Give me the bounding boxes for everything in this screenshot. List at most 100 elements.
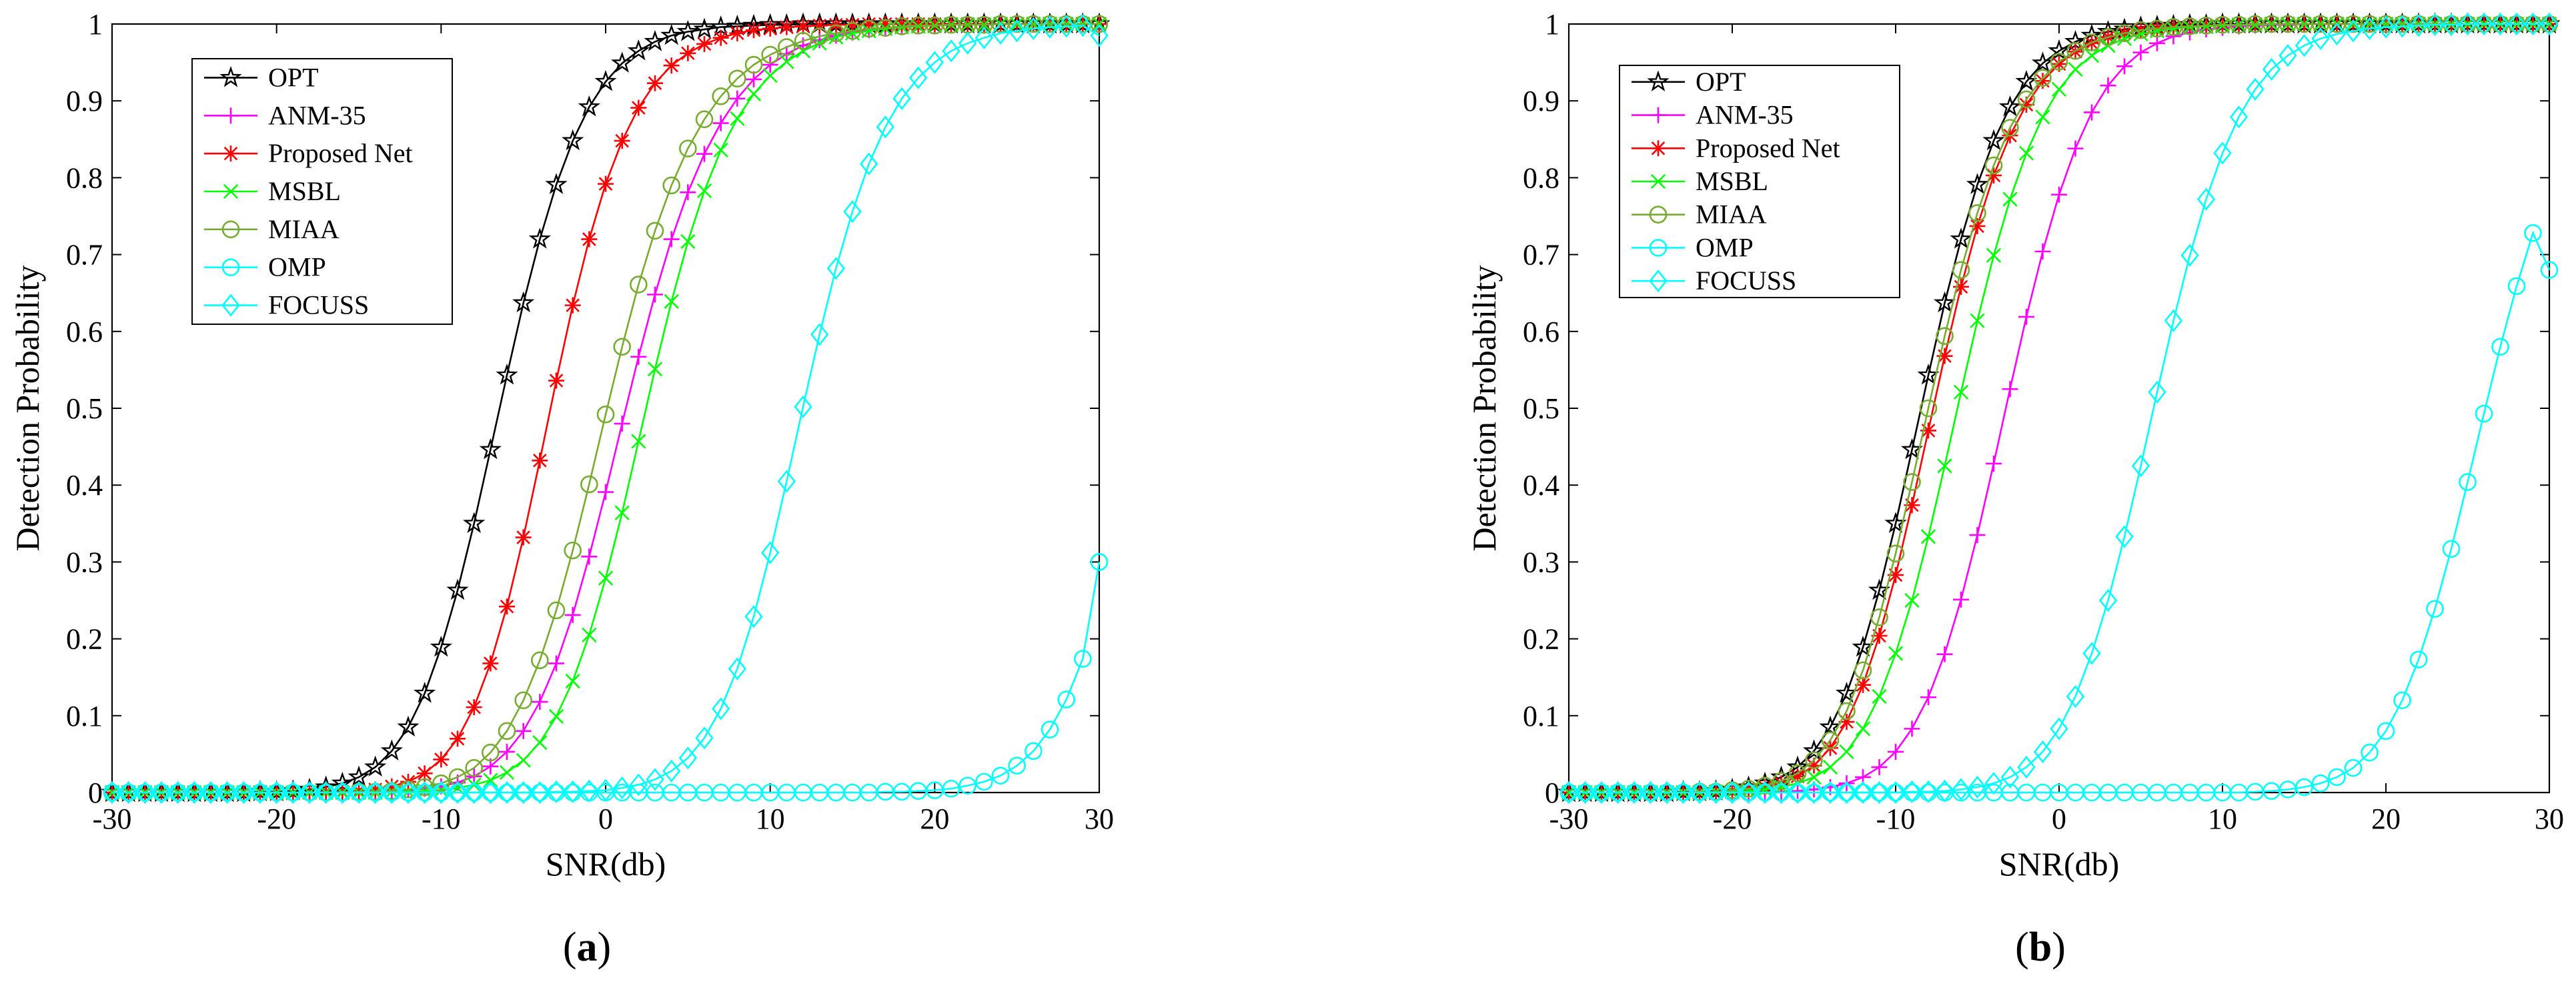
panel-b-series-focuss-point <box>2066 684 2085 708</box>
panel-a-series-proposed-net-point <box>647 75 663 91</box>
panel-a-legend-entry-omp-marker <box>221 258 240 277</box>
panel-a-legend-entry-proposed-net-marker <box>223 145 239 162</box>
panel-a-series-proposed-net-point <box>926 16 943 32</box>
panel-a-series-focuss-point <box>481 781 500 805</box>
panel-b-series-anm-35-point <box>2116 58 2132 75</box>
panel-a-series-proposed-net-point <box>910 16 926 32</box>
panel-a-series-omp-point <box>1074 650 1092 668</box>
panel-a-series-anm-35-point <box>515 722 532 739</box>
panel-b-series-msbl-point <box>2018 145 2034 161</box>
panel-b-series-focuss-point <box>2360 17 2379 40</box>
panel-b-series-anm-35-point <box>1986 455 2002 472</box>
panel-b-series-proposed-net-point <box>1936 348 1953 364</box>
panel-a-series-focuss <box>103 14 1109 805</box>
panel-b-series-msbl-point <box>2051 81 2067 97</box>
panel-a-series-anm-35-point <box>663 231 680 248</box>
panel-a-series-omp-point <box>1041 720 1059 738</box>
panel-b-legend-entry-anm-35-label: ANM-35 <box>1696 100 1794 130</box>
panel-b-legend-entry-msbl-marker <box>1650 173 1666 189</box>
panel-a-x-axis-title: SNR(db) <box>546 845 666 883</box>
panel-b-series-focuss-point <box>1641 781 1660 805</box>
panel-b-x-tick-label: -20 <box>1713 803 1752 835</box>
panel-b-series-focuss-point <box>1870 781 1889 805</box>
panel-b-series-omp-point <box>2540 261 2559 279</box>
panel-a-series-anm-35-point <box>680 184 696 201</box>
panel-a-series-focuss-point <box>678 747 697 770</box>
panel-a-series-anm-35-point <box>548 655 564 672</box>
panel-b-series-miaa-point <box>2066 42 2084 60</box>
panel-a-series-focuss-point <box>218 781 237 805</box>
panel-a-series-omp-point <box>991 767 1010 785</box>
panel-a-series-opt-point <box>380 739 403 761</box>
panel-a-series-miaa-point <box>531 651 549 670</box>
panel-b-series-opt-point <box>1950 227 1972 249</box>
panel-a-legend-entry-miaa: MIAA <box>204 214 340 244</box>
panel-b-series-miaa-point <box>1952 261 1970 279</box>
panel-a-series-miaa-point <box>432 774 450 793</box>
panel-b-series-omp-point <box>2311 774 2330 793</box>
panel-b-series-miaa-point <box>1821 731 1840 749</box>
panel-a-x-tick-label: 20 <box>920 803 949 835</box>
panel-b-series-proposed-net-point <box>1969 217 1986 234</box>
panel-a-series-focuss-point <box>1090 24 1109 47</box>
panel-b-legend-entry-focuss-label: FOCUSS <box>1696 266 1796 296</box>
panel-a-x-tick-label: -30 <box>93 803 132 835</box>
panel-b-series-opt-point <box>1884 512 1907 533</box>
panel-b-legend-entry-msbl: MSBL <box>1632 166 1768 196</box>
panel-a-series-anm-35-point <box>729 90 746 107</box>
panel-b-series-opt-point <box>1933 291 1956 313</box>
panel-b-series-opt-point <box>2031 51 2054 73</box>
panel-b-series-focuss-point <box>2327 22 2347 46</box>
panel-a-series-msbl-point <box>680 233 696 250</box>
panel-b-series-anm-35-point <box>1790 783 1806 799</box>
panel-a-series-focuss-point <box>942 39 960 63</box>
panel-b-y-tick-label: 0.5 <box>1523 392 1559 425</box>
panel-a-series-miaa-point <box>662 176 680 195</box>
panel-a-series-focuss-point <box>1041 15 1059 39</box>
panel-a-series-miaa-point <box>679 139 697 157</box>
chart-panel-a: -30 -20 -10 0 10 20 30 0 0.1 0.2 0.3 0.4 0.5 0.6 0.7 0.… <box>9 8 1114 970</box>
panel-b-series-proposed-net-point <box>2051 55 2067 72</box>
panel-b-series-miaa-point <box>1984 156 2003 175</box>
panel-a-series-opt-point <box>660 23 683 45</box>
panel-a-series-miaa-point <box>810 27 828 45</box>
panel-a-series-focuss-point <box>613 777 632 800</box>
panel-b-series-msbl-point <box>2084 48 2100 63</box>
panel-b-series-focuss-point <box>2131 454 2150 478</box>
panel-a-series-opt-point <box>446 578 469 600</box>
panel-b-series-focuss-point <box>2540 12 2559 36</box>
panel-a-series-proposed-net-point <box>614 133 630 149</box>
panel-a-series-focuss-point <box>662 759 681 783</box>
panel-a-series-opt-point <box>414 681 436 703</box>
panel-a-series-miaa-point <box>613 338 631 356</box>
panel-a-legend-entry-miaa-marker <box>221 220 240 239</box>
panel-b-series-focuss-point <box>1723 781 1742 805</box>
panel-b-series-proposed-net-point <box>1806 757 1822 774</box>
panel-a-series-proposed-net-point <box>581 231 598 248</box>
panel-b-series-opt-point <box>1835 681 1858 703</box>
panel-b-series-miaa-point <box>1903 473 1921 491</box>
panel-b-series-focuss-point <box>1625 781 1644 805</box>
panel-a-series-opt-point <box>479 438 502 460</box>
panel-b-series-msbl-point <box>1970 313 1985 328</box>
panel-a-series-miaa-point <box>465 759 483 777</box>
panel-a-series-proposed-net-point <box>515 529 532 546</box>
panel-a-series-focuss-point <box>530 781 549 805</box>
panel-a-series-msbl-point <box>565 673 580 689</box>
panel-b-series-proposed-net-point <box>1904 497 1920 514</box>
panel-b-series-anm-35-point <box>2051 186 2067 203</box>
panel-b-series-proposed-net-point <box>1855 676 1871 693</box>
panel-a-series-focuss-point <box>514 781 533 805</box>
panel-b-series-omp-point <box>2409 650 2428 669</box>
panel-b-series-proposed-net-point <box>1757 779 1773 795</box>
panel-a-series-msbl-point <box>614 505 630 520</box>
panel-a-series-msbl-point <box>696 183 712 199</box>
panel-a-legend-entry-msbl: MSBL <box>204 176 341 206</box>
panel-b-series-proposed-net-point <box>1790 768 1806 785</box>
panel-b-series-focuss-point <box>1837 781 1856 805</box>
panel-b-legend-entry-omp-marker <box>1649 239 1668 257</box>
panel-a-series-focuss-point <box>564 780 582 803</box>
chart-panel-b: -30 -20 -10 0 10 20 30 0 0.1 0.2 0.3 0.4 0.5 0.6 0.7 0.… <box>1465 8 2564 970</box>
